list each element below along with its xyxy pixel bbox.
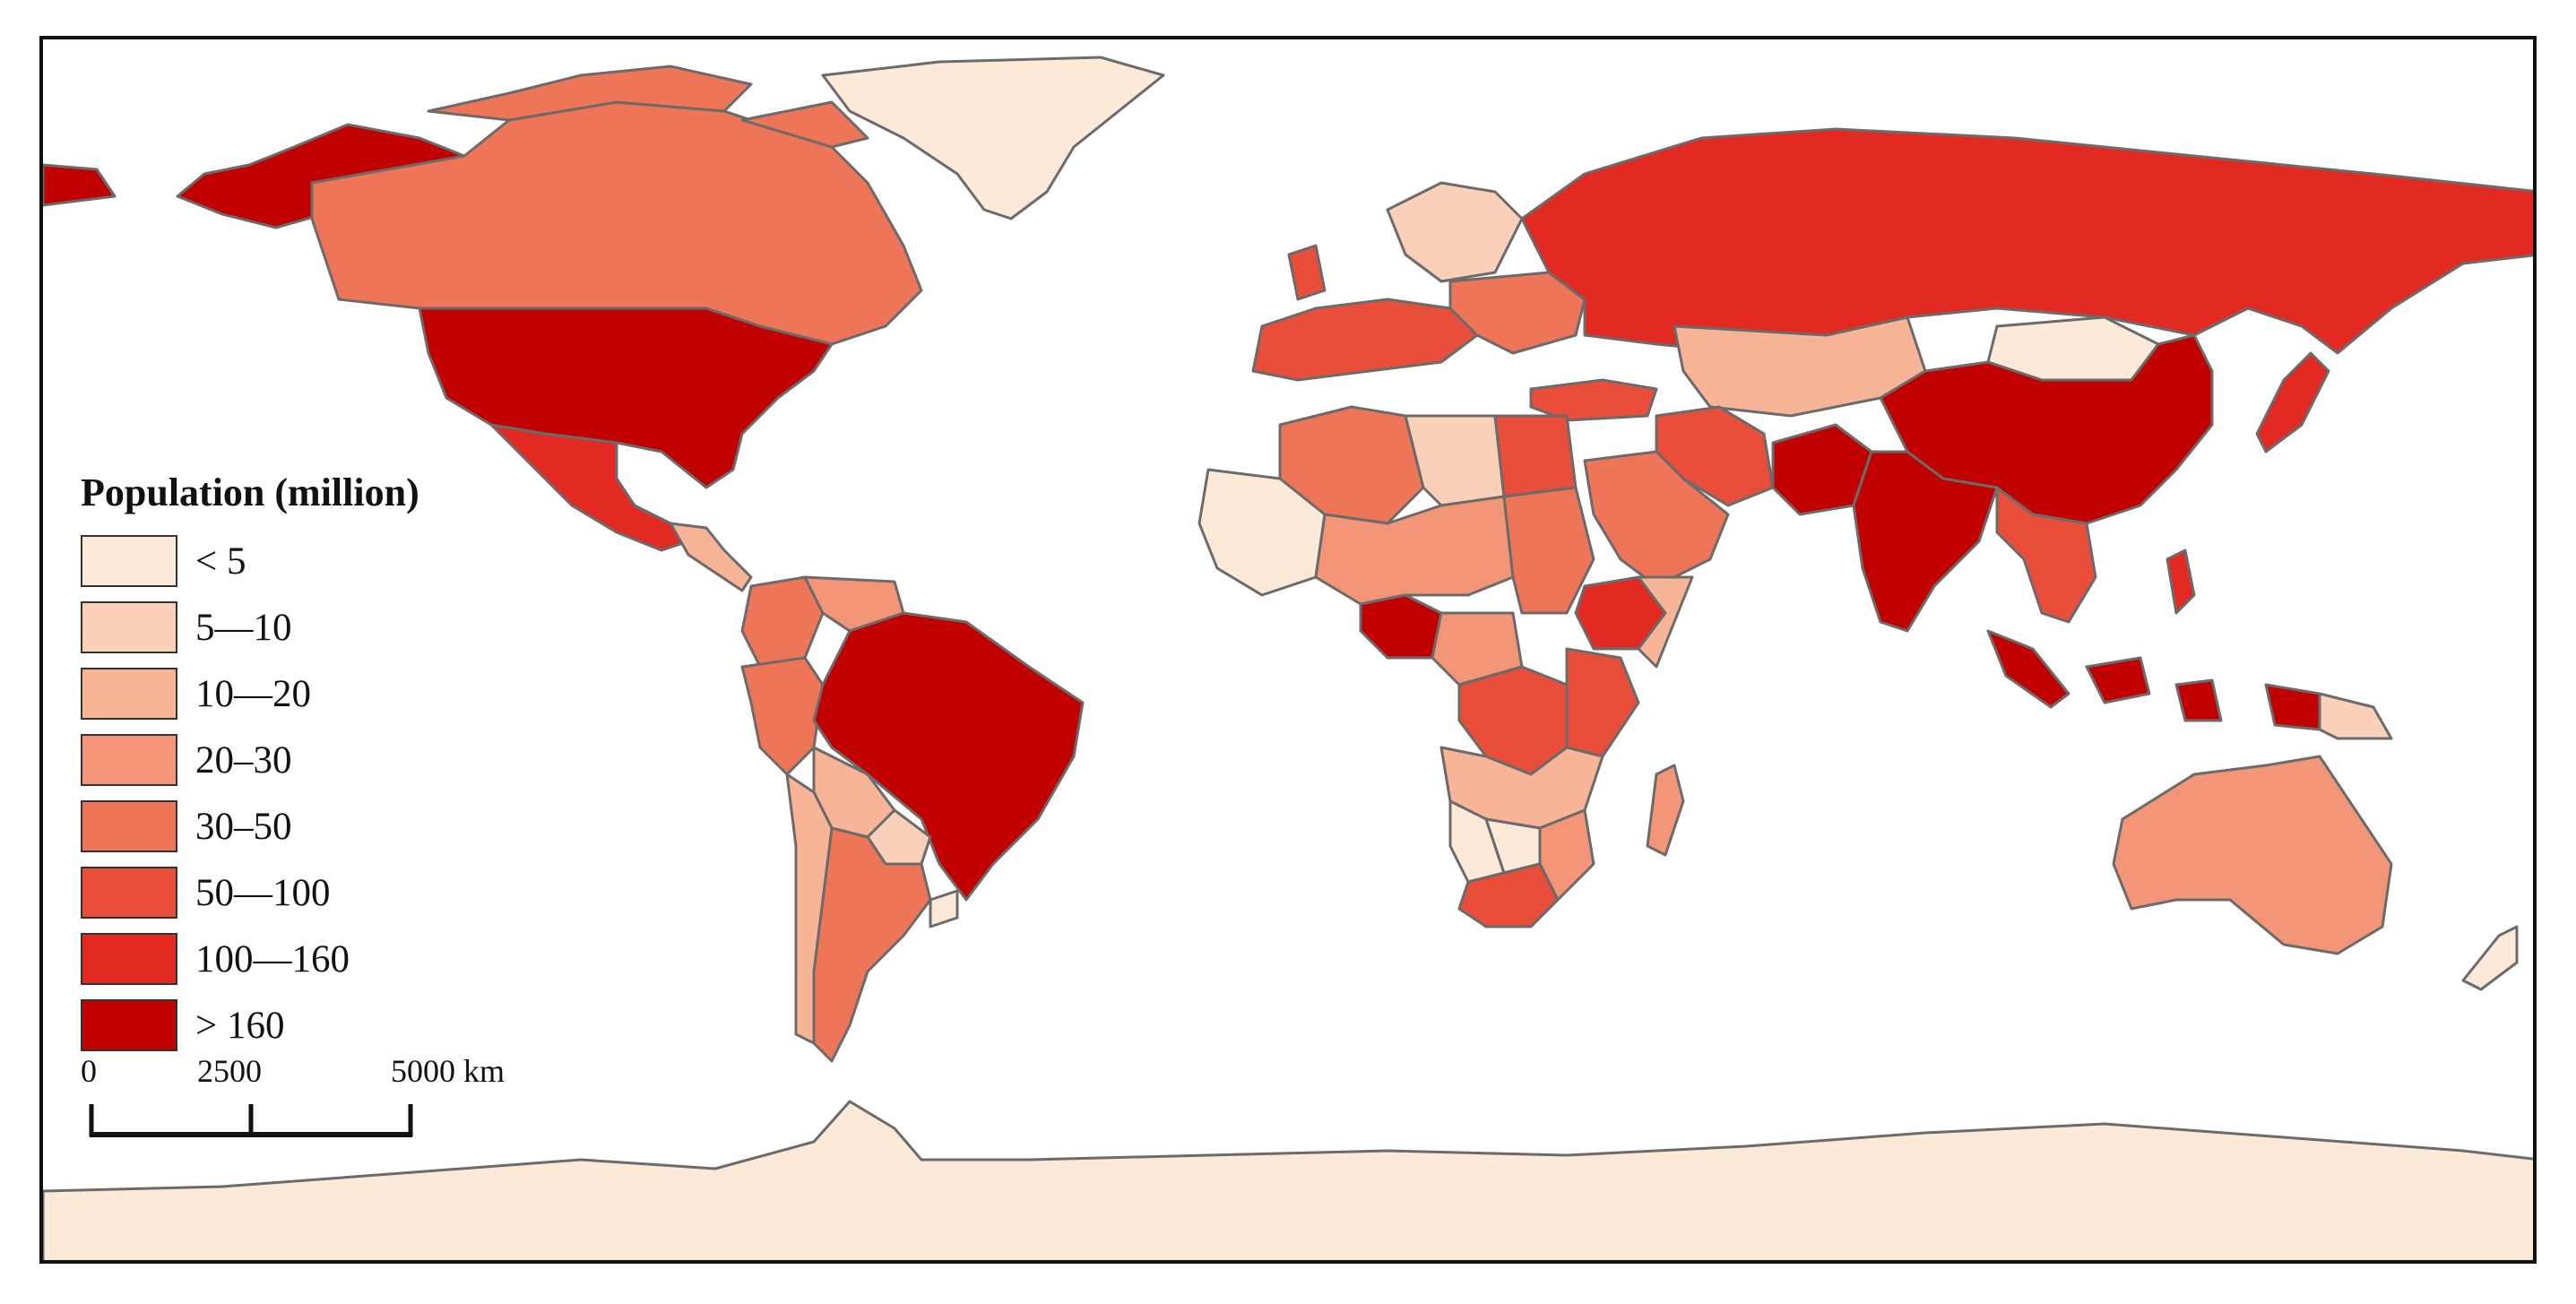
- country-papua-new-guinea: [2318, 692, 2393, 740]
- country-south-africa: [1457, 862, 1560, 928]
- country-australia: [2112, 755, 2393, 955]
- legend-label: 5—10: [195, 606, 292, 649]
- country-nigeria: [1359, 593, 1443, 660]
- map-legend: Population (million) < 5 5—10 10—20 20–3…: [81, 470, 583, 1058]
- legend-label: > 160: [195, 1004, 285, 1047]
- country-greenland: [821, 56, 1165, 220]
- legend-item-50-100: 50—100: [81, 859, 583, 926]
- region-western-europe: [1251, 298, 1479, 382]
- legend-swatch: [81, 800, 177, 852]
- region-southeast-asia: [1995, 486, 2097, 624]
- legend-swatch: [81, 668, 177, 720]
- country-egypt: [1493, 414, 1578, 498]
- scale-bar-graphic: [89, 1104, 413, 1137]
- country-united-states: [418, 307, 834, 489]
- legend-title: Population (million): [81, 471, 419, 514]
- scale-label-0: 0: [81, 1053, 97, 1089]
- legend-swatch: [81, 867, 177, 919]
- region-antarctica: [43, 1100, 2533, 1260]
- legend-item-30-50: 30–50: [81, 793, 583, 859]
- country-russia: [1520, 127, 2533, 355]
- canada-arctic-islands: [427, 65, 869, 149]
- region-horn-of-africa: [1637, 575, 1694, 669]
- region-scandinavia: [1386, 181, 1524, 283]
- legend-swatch: [81, 535, 177, 587]
- scale-label-5000: 5000 km: [391, 1053, 506, 1089]
- map-frame: Population (million) < 5 5—10 10—20 20–3…: [39, 36, 2537, 1264]
- legend-item-20-30: 20–30: [81, 727, 583, 793]
- legend-swatch: [81, 601, 177, 653]
- legend-item-5-10: 5—10: [81, 594, 583, 661]
- region-east-africa: [1565, 647, 1640, 758]
- region-west-africa: [1197, 468, 1327, 597]
- legend-item-lt5: < 5: [81, 528, 583, 594]
- legend-swatch: [81, 999, 177, 1051]
- country-peru: [740, 656, 825, 776]
- country-chile: [785, 773, 834, 1045]
- country-uruguay: [929, 889, 959, 928]
- legend-label: 100—160: [195, 937, 350, 980]
- country-japan: [2255, 351, 2330, 453]
- country-mozambique: [1538, 808, 1595, 902]
- legend-item-100-160: 100—160: [81, 926, 583, 992]
- region-central-america: [669, 522, 753, 592]
- region-sahel: [1314, 495, 1515, 606]
- country-sudan: [1502, 486, 1595, 615]
- legend-label: < 5: [195, 540, 246, 583]
- country-alaska: [43, 123, 466, 229]
- legend-label: 30–50: [195, 805, 292, 848]
- country-brazil: [812, 611, 1085, 902]
- scale-bar: 0 2500 5000 km: [81, 1052, 505, 1151]
- country-new-zealand: [2461, 925, 2519, 991]
- country-madagascar: [1646, 764, 1685, 857]
- country-saudi-arabia: [1583, 450, 1730, 588]
- scale-label-2500: 2500: [197, 1053, 262, 1089]
- region-uk: [1287, 244, 1327, 301]
- legend-label: 10—20: [195, 672, 311, 715]
- country-turkey: [1529, 378, 1658, 422]
- world-map: [43, 56, 2533, 1260]
- legend-swatch: [81, 734, 177, 786]
- legend-label: 20–30: [195, 738, 292, 782]
- legend-item-10-20: 10—20: [81, 661, 583, 727]
- legend-label: 50—100: [195, 871, 331, 914]
- legend-item-gt160: > 160: [81, 992, 583, 1058]
- country-india: [1852, 450, 1999, 633]
- legend-swatch: [81, 933, 177, 985]
- country-philippines: [2165, 548, 2196, 615]
- country-indonesia: [1986, 629, 2321, 731]
- country-argentina: [812, 826, 932, 1063]
